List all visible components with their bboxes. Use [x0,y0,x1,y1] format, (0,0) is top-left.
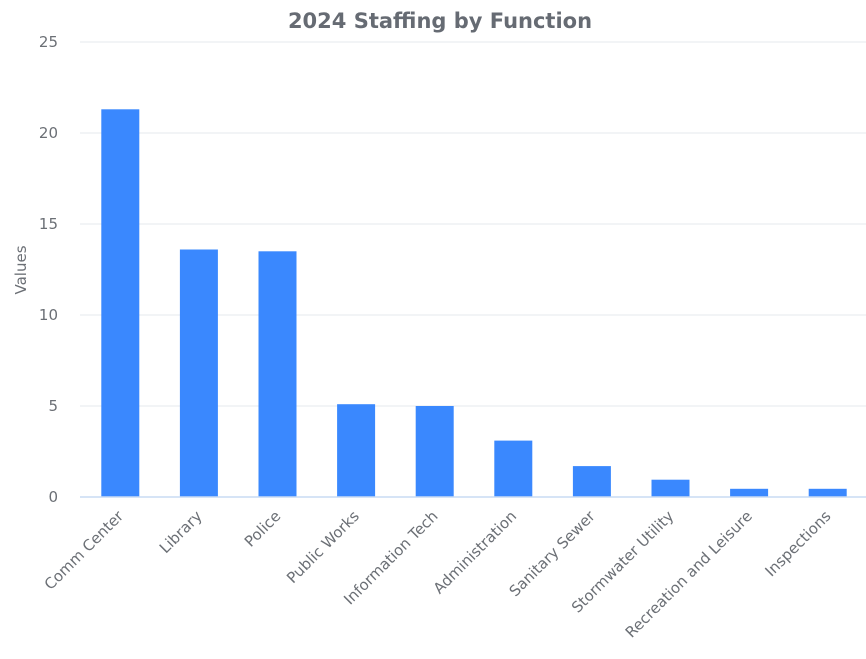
bar [572,466,611,497]
y-axis-label: Values [12,245,30,294]
y-tick-label: 25 [39,33,58,51]
x-tick-label: Recreation and Leisure [622,507,756,641]
bar [808,488,847,497]
x-tick-label: Inspections [761,507,834,580]
bar [258,251,297,497]
bar [415,406,454,497]
x-tick-label: Police [241,507,284,550]
bar [730,488,769,497]
bar [494,440,533,497]
chart-title: 2024 Staffing by Function [288,9,592,33]
y-tick-label: 20 [39,124,58,142]
x-tick-label: Administration [430,507,520,597]
y-axis-ticks: 0 5 10 15 20 25 [39,33,58,506]
bars [101,109,847,498]
bar [651,479,690,497]
y-tick-label: 15 [39,215,58,233]
x-tick-label: Public Works [283,507,363,587]
y-tick-label: 10 [39,306,58,324]
y-tick-label: 5 [48,397,58,415]
x-tick-label: Library [156,507,206,557]
bar [179,249,218,497]
x-tick-label: Comm Center [41,507,128,594]
y-tick-label: 0 [48,488,58,506]
bar [337,404,376,497]
bar [101,109,140,498]
